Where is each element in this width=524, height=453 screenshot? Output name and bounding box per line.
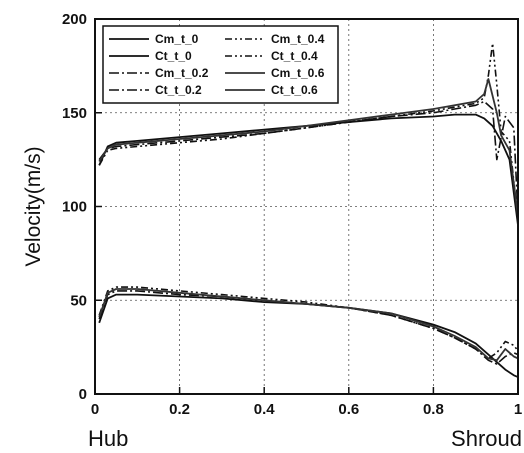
axis-ticks xyxy=(94,18,519,395)
y-axis-label: Velocity(m/s) xyxy=(22,146,45,266)
series-line-cm-t-0-4 xyxy=(98,286,519,360)
y-tick-label: 200 xyxy=(62,11,87,28)
legend-entry-label: Cm_t_0.4 xyxy=(271,32,325,46)
legend-entry-label: Ct_t_0.4 xyxy=(271,49,318,63)
y-tick-label: 50 xyxy=(70,292,87,309)
series-line-cm-t-0-6 xyxy=(98,288,519,362)
legend: Cm_t_0 Ct_t_0 Cm_t_0.2 Ct_t_0.2 Cm_t_0.4 Ct_t… xyxy=(102,25,339,104)
series-line-cm-t-0-2 xyxy=(98,290,519,365)
x-axis-shroud-label: Shroud xyxy=(451,426,522,451)
y-tick-label: 150 xyxy=(62,105,87,122)
legend-entry-label: Cm_t_0.2 xyxy=(155,66,209,80)
x-tick-label: 0.6 xyxy=(338,401,359,418)
y-tick-label: 100 xyxy=(62,199,87,216)
x-tick-label: 1 xyxy=(514,401,522,418)
legend-entry-label: Ct_t_0.6 xyxy=(271,83,318,97)
x-tick-label: 0.4 xyxy=(254,401,276,418)
legend-entry-label: Ct_t_0 xyxy=(155,49,192,63)
x-tick-label: 0.2 xyxy=(169,401,190,418)
series-line-ct-t-0-6 xyxy=(98,78,519,217)
series-line-ct-t-0 xyxy=(98,113,519,226)
x-tick-label: 0 xyxy=(91,401,99,418)
legend-entry-label: Cm_t_0 xyxy=(155,32,199,46)
legend-entry-label: Cm_t_0.6 xyxy=(271,66,325,80)
y-tick-label: 0 xyxy=(79,386,87,403)
x-axis-hub-label: Hub xyxy=(88,426,128,451)
x-tick-label: 0.8 xyxy=(423,401,444,418)
axis-tick-labels: 0 0.2 0.4 0.6 0.8 1 0 50 100 150 200 xyxy=(62,11,522,418)
series-line-ct-t-0-2 xyxy=(98,100,519,216)
legend-entry-label: Ct_t_0.2 xyxy=(155,83,202,97)
series-line-ct-t-0-4 xyxy=(98,42,519,222)
grid xyxy=(95,19,518,394)
series-lines xyxy=(98,42,519,378)
